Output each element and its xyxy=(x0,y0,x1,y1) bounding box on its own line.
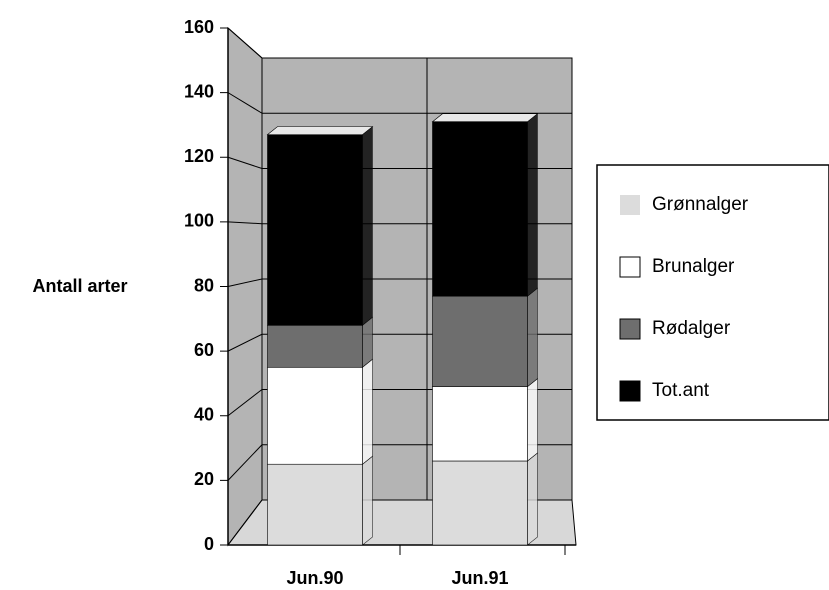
bar-segment xyxy=(267,366,363,465)
x-tick-label: Jun.91 xyxy=(451,568,508,588)
grid-line xyxy=(227,27,263,59)
bar-segment xyxy=(432,460,528,546)
y-tick-label: 20 xyxy=(194,469,214,489)
bar-side xyxy=(362,126,373,326)
bar-side xyxy=(527,452,538,546)
grid-line xyxy=(227,444,263,481)
bar-side xyxy=(362,358,373,465)
legend-swatch xyxy=(620,195,640,215)
legend-label: Tot.ant xyxy=(652,380,710,401)
grid-line xyxy=(227,278,263,287)
bar-side xyxy=(362,316,373,368)
y-tick-label: 40 xyxy=(194,405,214,425)
bar-segment xyxy=(267,463,363,546)
legend-swatch xyxy=(619,380,641,402)
bar-top xyxy=(266,126,374,135)
grid-line xyxy=(227,92,263,114)
y-tick-label: 60 xyxy=(194,340,214,360)
legend-label: Brunalger xyxy=(652,256,735,277)
legend-label: Rødalger xyxy=(652,318,731,339)
y-tick-label: 0 xyxy=(204,534,214,554)
grid-line xyxy=(227,389,263,417)
grid-line xyxy=(227,499,263,546)
y-axis-label: Antall arter xyxy=(32,276,127,296)
grid-line xyxy=(227,156,263,169)
y-tick-label: 80 xyxy=(194,275,214,295)
legend-label: Grønnalger xyxy=(652,194,749,215)
bar-side xyxy=(527,113,538,297)
grid-line xyxy=(227,333,263,352)
y-tick-label: 160 xyxy=(184,17,214,37)
bar-segment xyxy=(432,386,528,462)
bar-segment xyxy=(432,295,528,387)
y-tick-label: 100 xyxy=(184,211,214,231)
bar-side xyxy=(362,455,373,546)
legend-swatch xyxy=(619,256,641,278)
bar-segment xyxy=(432,121,528,297)
bar-segment xyxy=(267,324,363,368)
legend-swatch xyxy=(619,318,641,340)
bar-side xyxy=(527,378,538,462)
bar-segment xyxy=(267,134,363,326)
grid-line xyxy=(227,221,263,225)
bar-top xyxy=(431,113,539,123)
side-wall xyxy=(227,26,263,547)
y-tick-label: 120 xyxy=(184,146,214,166)
y-tick-label: 140 xyxy=(184,81,214,101)
x-tick-label: Jun.90 xyxy=(286,568,343,588)
bar-side xyxy=(527,287,538,388)
